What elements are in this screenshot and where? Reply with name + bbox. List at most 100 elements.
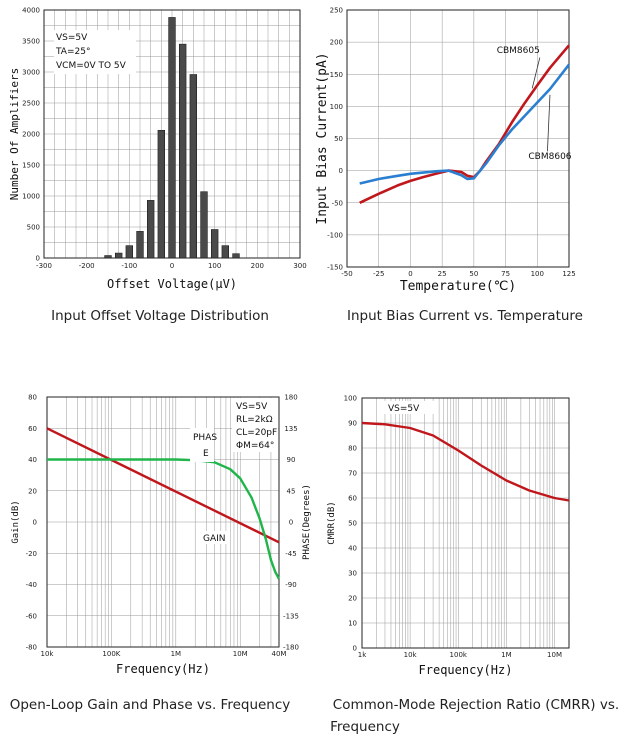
histogram-bar (157, 130, 165, 259)
plot-frame (361, 397, 570, 649)
gain-line (46, 427, 280, 544)
y-tick-label: 2500 (22, 100, 40, 108)
leader-line (547, 94, 551, 152)
x-tick-label: 100 (208, 262, 221, 270)
y-tick-label: 40 (28, 456, 37, 464)
y-tick-label: -40 (26, 581, 37, 589)
y-tick-label: 150 (330, 71, 343, 79)
y-right-axis-label: PHASE(Degrees) (302, 484, 312, 560)
y-tick-label: 50 (348, 520, 357, 528)
histogram-bar (147, 200, 155, 259)
y-tick-label: -20 (26, 550, 37, 558)
y-tick-label: 2000 (22, 131, 40, 139)
y-tick-label: 1000 (22, 193, 40, 201)
y-axis-label: Input Bias Current(pA) (315, 52, 330, 224)
plot-frame (46, 396, 280, 648)
y-tick-label: 20 (28, 487, 37, 495)
x-tick-label: 100k (450, 651, 468, 659)
caption-bias-current: Input Bias Current vs. Temperature (347, 308, 583, 324)
y-tick-label: 200 (330, 39, 343, 47)
histogram-bar (136, 231, 144, 259)
annotation-box (54, 30, 136, 74)
caption-cmrr-line1: Common-Mode Rejection Ratio (CMRR) vs. (332, 697, 620, 713)
y-tick-label: 250 (330, 7, 343, 15)
y-tick-label: 0 (339, 167, 343, 175)
y-tick-label: 10 (348, 620, 357, 628)
caption-gain-phase: Open-Loop Gain and Phase vs. Frequency (9, 697, 291, 713)
x-tick-label: 10M (233, 650, 248, 658)
y-tick-label: 1500 (22, 162, 40, 170)
x-tick-label: 125 (562, 270, 575, 278)
y-right-tick-label: 0 (289, 519, 293, 527)
y-axis-label: Gain(dB) (11, 500, 21, 543)
histogram-bar (189, 74, 197, 259)
histogram-bar (104, 255, 112, 259)
y-tick-label: -60 (26, 612, 37, 620)
x-tick-label: 0 (408, 270, 412, 278)
x-axis-label: Frequency(Hz) (419, 663, 513, 677)
open-loop-gain-phase-chart: 10k 100K 1M 10M 40M -80 -60 -40 -20 0 20 40 60 80 -180… (11, 394, 312, 677)
histogram-bar (221, 245, 229, 259)
x-tick-label: 75 (501, 270, 510, 278)
histogram-bar (232, 253, 240, 259)
annotation-box (232, 398, 278, 452)
y-tick-label: 80 (348, 445, 357, 453)
y-right-tick-label: 45 (287, 487, 296, 495)
histogram-bar (115, 252, 123, 259)
y-right-tick-label: -45 (285, 550, 296, 558)
x-tick-label: 1k (358, 651, 367, 659)
annotation-text: VS=5V (56, 33, 88, 43)
series-label: CBM8606 (528, 152, 571, 162)
x-tick-label: 50 (469, 270, 478, 278)
annotation-text: VCM=0V TO 5V (56, 61, 127, 71)
y-tick-label: 500 (27, 224, 40, 232)
x-tick-label: 10M (547, 651, 562, 659)
y-tick-label: 90 (348, 420, 357, 428)
y-tick-label: 3000 (22, 69, 40, 77)
y-tick-label: 60 (28, 425, 37, 433)
phase-label: E (203, 449, 209, 459)
phase-label: PHAS (193, 433, 217, 443)
y-right-tick-label: 135 (284, 425, 297, 433)
y-tick-label: -50 (332, 199, 343, 207)
annotation-text: VS=5V (236, 402, 268, 412)
x-tick-label: -50 (341, 270, 352, 278)
x-tick-label: 200 (251, 262, 264, 270)
phase-label-box (190, 428, 214, 462)
y-tick-label: 0 (33, 519, 37, 527)
y-tick-label: 100 (344, 395, 357, 403)
histogram-bar (200, 191, 208, 259)
x-tick-label: 10k (41, 650, 55, 658)
bias-current-chart: -50 -25 0 25 50 75 100 125 -150 -100 -50 0 50 100 150 2… (315, 7, 576, 295)
annotation-text: CL=20pF (236, 428, 277, 438)
x-tick-label: -25 (373, 270, 384, 278)
y-tick-label: 70 (348, 470, 357, 478)
y-tick-label: -80 (26, 644, 37, 652)
histogram-bar (179, 43, 187, 259)
x-tick-label: 0 (170, 262, 174, 270)
x-tick-label: 10k (404, 651, 418, 659)
x-tick-label: -100 (121, 262, 137, 270)
annotation-text: RL=2kΩ (236, 415, 273, 425)
caption-offset-voltage: Input Offset Voltage Distribution (51, 308, 269, 324)
y-axis-label: CMRR(dB) (327, 501, 337, 544)
y-right-tick-label: -90 (285, 581, 296, 589)
x-tick-label: 100K (102, 650, 120, 658)
x-tick-label: -300 (36, 262, 52, 270)
y-tick-label: 40 (348, 545, 357, 553)
x-tick-label: 100 (531, 270, 544, 278)
y-axis-label: Number Of Amplifiers (8, 68, 21, 200)
y-tick-label: 60 (348, 495, 357, 503)
y-tick-label: 4000 (22, 7, 40, 15)
y-tick-label: 0 (353, 645, 357, 653)
y-tick-label: 50 (334, 135, 343, 143)
plot-frame (346, 9, 570, 268)
cmrr-chart: 1k 10k 100k 1M 10M 0 10 20 30 40 50 60 70 80 90 100 VS=5… (327, 395, 570, 677)
y-tick-label: 20 (348, 595, 357, 603)
leader-line (531, 57, 541, 89)
cmrr-line (361, 421, 570, 502)
series-label: CBM8605 (497, 46, 540, 56)
y-tick-label: 30 (348, 570, 357, 578)
annotation-text: ΦM=64° (236, 441, 274, 451)
x-tick-label: 40M (272, 650, 287, 658)
